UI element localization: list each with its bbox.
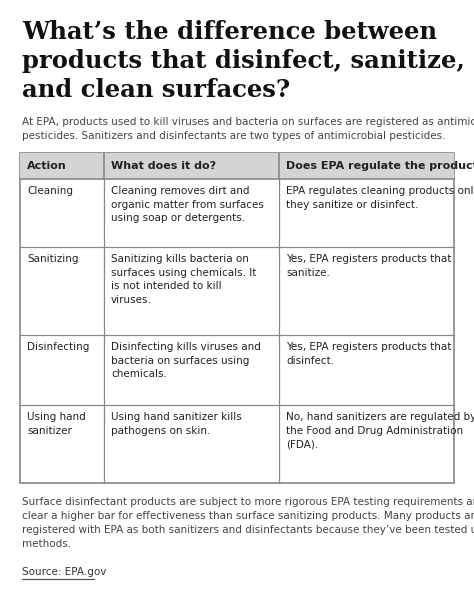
Text: What’s the difference between: What’s the difference between bbox=[22, 20, 437, 44]
Text: Sanitizing: Sanitizing bbox=[27, 254, 79, 264]
Text: Cleaning: Cleaning bbox=[27, 186, 73, 196]
Text: Does EPA regulate the product?: Does EPA regulate the product? bbox=[286, 161, 474, 171]
Text: Disinfecting: Disinfecting bbox=[27, 342, 90, 352]
Text: At EPA, products used to kill viruses and bacteria on surfaces are registered as: At EPA, products used to kill viruses an… bbox=[22, 117, 474, 141]
Text: Action: Action bbox=[27, 161, 67, 171]
Text: No, hand sanitizers are regulated by
the Food and Drug Administration
(FDA).: No, hand sanitizers are regulated by the… bbox=[286, 412, 474, 449]
Text: EPA regulates cleaning products only if
they sanitize or disinfect.: EPA regulates cleaning products only if … bbox=[286, 186, 474, 209]
Bar bbox=[20, 153, 454, 179]
Text: Using hand sanitizer kills
pathogens on skin.: Using hand sanitizer kills pathogens on … bbox=[111, 412, 242, 436]
Text: and clean surfaces?: and clean surfaces? bbox=[22, 78, 290, 102]
Text: Source: EPA.gov: Source: EPA.gov bbox=[22, 567, 106, 577]
Text: products that disinfect, sanitize,: products that disinfect, sanitize, bbox=[22, 49, 465, 73]
Text: What does it do?: What does it do? bbox=[111, 161, 216, 171]
Text: Yes, EPA registers products that
sanitize.: Yes, EPA registers products that sanitiz… bbox=[286, 254, 451, 278]
Text: Using hand
sanitizer: Using hand sanitizer bbox=[27, 412, 86, 436]
Text: Cleaning removes dirt and
organic matter from surfaces
using soap or detergents.: Cleaning removes dirt and organic matter… bbox=[111, 186, 264, 223]
Text: Yes, EPA registers products that
disinfect.: Yes, EPA registers products that disinfe… bbox=[286, 342, 451, 366]
Text: Sanitizing kills bacteria on
surfaces using chemicals. It
is not intended to kil: Sanitizing kills bacteria on surfaces us… bbox=[111, 254, 256, 305]
Text: Surface disinfectant products are subject to more rigorous EPA testing requireme: Surface disinfectant products are subjec… bbox=[22, 497, 474, 549]
Text: Disinfecting kills viruses and
bacteria on surfaces using
chemicals.: Disinfecting kills viruses and bacteria … bbox=[111, 342, 261, 379]
Bar bbox=[20, 153, 454, 483]
